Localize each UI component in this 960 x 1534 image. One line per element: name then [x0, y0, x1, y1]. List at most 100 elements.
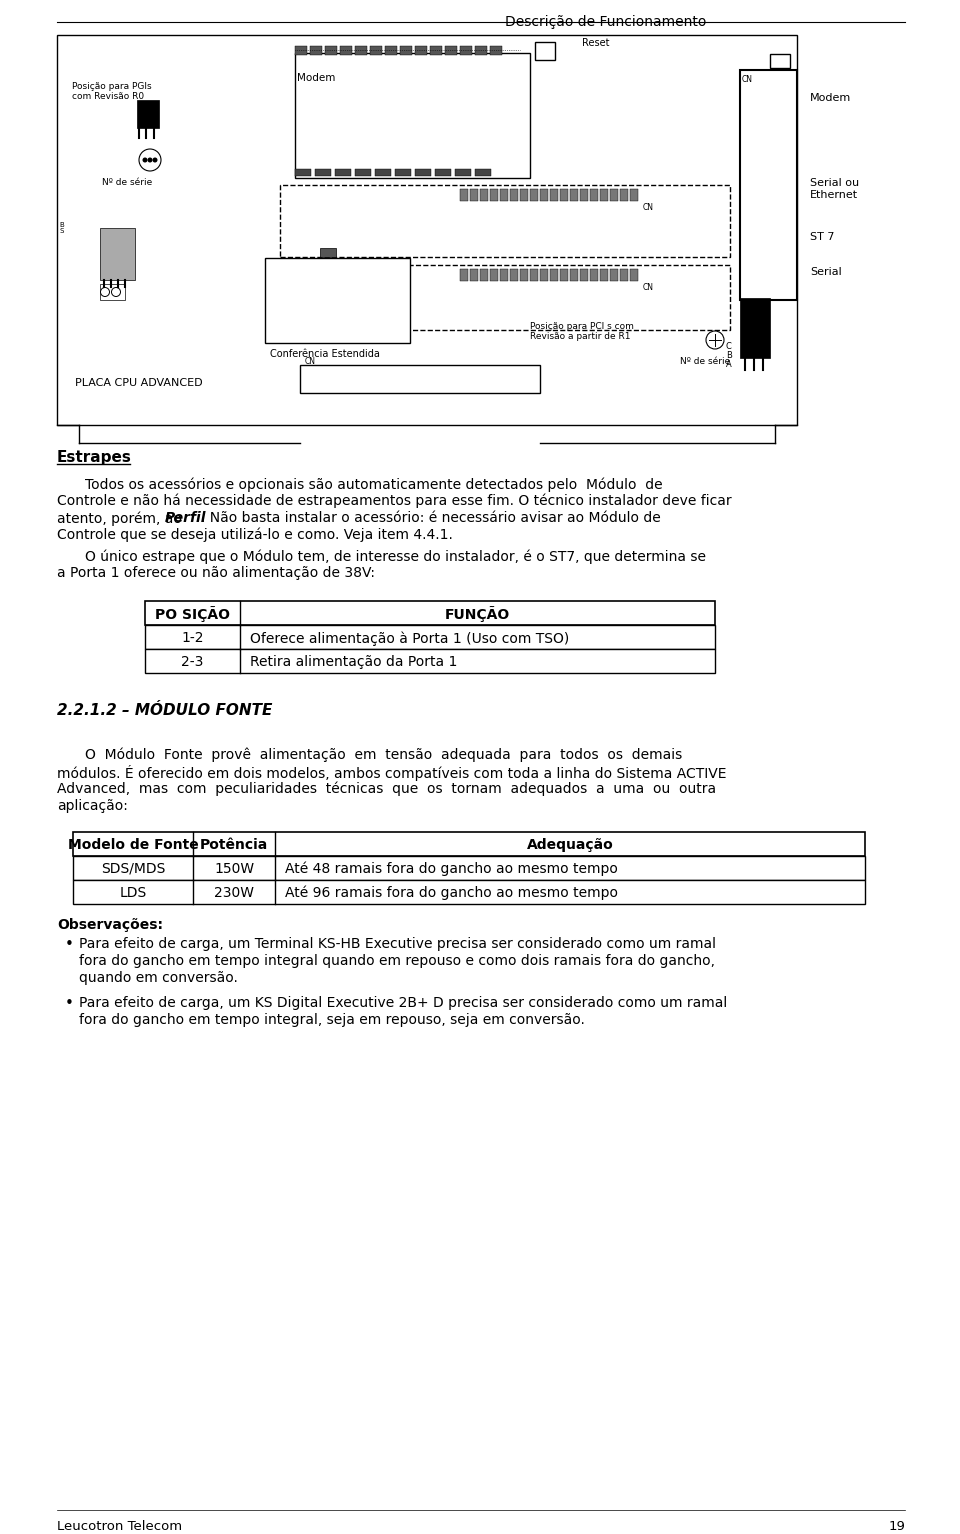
Bar [480, 189, 488, 201]
Bar [560, 268, 568, 281]
Bar [490, 189, 498, 201]
Text: Modem: Modem [297, 74, 335, 83]
Text: ST 7: ST 7 [810, 232, 834, 242]
Bar [520, 268, 528, 281]
Bar [630, 268, 638, 281]
Bar [475, 46, 487, 55]
Text: CN: CN [742, 75, 753, 84]
Text: Controle que se deseja utilizá-lo e como. Veja item 4.4.1.: Controle que se deseja utilizá-lo e como… [57, 528, 453, 543]
Text: B: B [726, 351, 732, 360]
Text: CN: CN [305, 357, 316, 367]
Text: CN: CN [643, 282, 654, 291]
Text: C: C [726, 342, 732, 351]
Bar [100, 229, 135, 281]
Text: 150W: 150W [214, 862, 254, 876]
Bar [740, 71, 797, 301]
Text: Modelo de Fonte: Modelo de Fonte [67, 838, 199, 851]
Text: S: S [59, 229, 63, 235]
Text: Até 96 ramais fora do gancho ao mesmo tempo: Até 96 ramais fora do gancho ao mesmo te… [285, 887, 618, 900]
Text: Estrapes: Estrapes [57, 449, 132, 465]
Text: Perfil: Perfil [165, 511, 206, 525]
Bar [265, 258, 410, 344]
Bar [535, 41, 555, 60]
Bar [300, 365, 540, 393]
Bar [620, 268, 628, 281]
Text: Todos os acessórios e opcionais são automaticamente detectados pelo  Módulo  de: Todos os acessórios e opcionais são auto… [85, 477, 662, 491]
Bar [550, 189, 558, 201]
Text: B: B [59, 222, 63, 229]
Text: Ethernet: Ethernet [810, 190, 858, 199]
Text: Controle e não há necessidade de estrapeamentos para esse fim. O técnico instala: Controle e não há necessidade de estrape… [57, 494, 732, 508]
Bar [310, 46, 322, 55]
Text: com Revisão R0: com Revisão R0 [72, 92, 144, 101]
Bar [770, 54, 790, 67]
Bar [400, 46, 412, 55]
Bar [570, 268, 578, 281]
Text: Serial: Serial [810, 267, 842, 278]
Bar [550, 268, 558, 281]
Bar [455, 169, 471, 176]
Bar [510, 189, 518, 201]
Bar [460, 46, 472, 55]
Bar [610, 189, 618, 201]
Text: •: • [65, 996, 74, 1011]
Text: Nº de série: Nº de série [680, 357, 731, 367]
Bar [530, 268, 538, 281]
Bar [395, 169, 411, 176]
Bar [355, 169, 371, 176]
Circle shape [111, 287, 121, 296]
Bar [490, 46, 502, 55]
Bar [320, 249, 336, 258]
Bar [470, 268, 478, 281]
Text: atento, porém, ao: atento, porém, ao [57, 511, 186, 526]
Text: O único estrape que o Módulo tem, de interesse do instalador, é o ST7, que deter: O único estrape que o Módulo tem, de int… [85, 549, 706, 563]
Text: O  Módulo  Fonte  provê  alimentação  em  tensão  adequada  para  todos  os  dem: O Módulo Fonte provê alimentação em tens… [85, 749, 683, 762]
Bar [145, 601, 715, 624]
Bar [560, 189, 568, 201]
Text: Até 48 ramais fora do gancho ao mesmo tempo: Até 48 ramais fora do gancho ao mesmo te… [285, 862, 618, 876]
Text: aplicação:: aplicação: [57, 799, 128, 813]
Bar [590, 189, 598, 201]
Text: LDS: LDS [119, 887, 147, 900]
Bar [470, 189, 478, 201]
Bar [73, 856, 865, 881]
Bar [355, 46, 367, 55]
Bar [500, 189, 508, 201]
Text: SDS/MDS: SDS/MDS [101, 862, 165, 876]
Bar [340, 46, 352, 55]
Text: PLACA CPU ADVANCED: PLACA CPU ADVANCED [75, 377, 203, 388]
Bar [315, 169, 331, 176]
Bar [570, 189, 578, 201]
Text: 230W: 230W [214, 887, 254, 900]
Text: . Não basta instalar o acessório: é necessário avisar ao Módulo de: . Não basta instalar o acessório: é nece… [201, 511, 660, 525]
Bar [145, 624, 715, 649]
Text: 2-3: 2-3 [181, 655, 204, 669]
Bar [580, 268, 588, 281]
Bar [445, 46, 457, 55]
Text: Modem: Modem [810, 94, 852, 103]
Text: Oferece alimentação à Porta 1 (Uso com TSO): Oferece alimentação à Porta 1 (Uso com T… [250, 630, 569, 646]
Bar [540, 189, 548, 201]
Circle shape [101, 287, 109, 296]
Bar [280, 186, 730, 258]
Bar [460, 268, 468, 281]
Text: Conferência Estendida: Conferência Estendida [270, 350, 380, 359]
Text: Posição para PCI s com: Posição para PCI s com [530, 322, 634, 331]
Text: Serial ou: Serial ou [810, 178, 859, 189]
Bar [600, 268, 608, 281]
Bar [740, 298, 770, 357]
Text: Para efeito de carga, um KS Digital Executive 2B+ D precisa ser considerado como: Para efeito de carga, um KS Digital Exec… [79, 996, 728, 1009]
Bar [600, 189, 608, 201]
Circle shape [139, 149, 161, 170]
Bar [280, 265, 730, 330]
Text: módulos. É oferecido em dois modelos, ambos compatíveis com toda a linha do Sist: módulos. É oferecido em dois modelos, am… [57, 765, 727, 781]
Bar [415, 169, 431, 176]
Bar [415, 46, 427, 55]
Bar [460, 189, 468, 201]
Text: Adequação: Adequação [527, 838, 613, 851]
Text: 1-2: 1-2 [181, 630, 204, 644]
Bar [295, 46, 307, 55]
Text: fora do gancho em tempo integral quando em repouso e como dois ramais fora do ga: fora do gancho em tempo integral quando … [79, 954, 715, 968]
Bar [57, 35, 797, 425]
Bar [295, 169, 311, 176]
